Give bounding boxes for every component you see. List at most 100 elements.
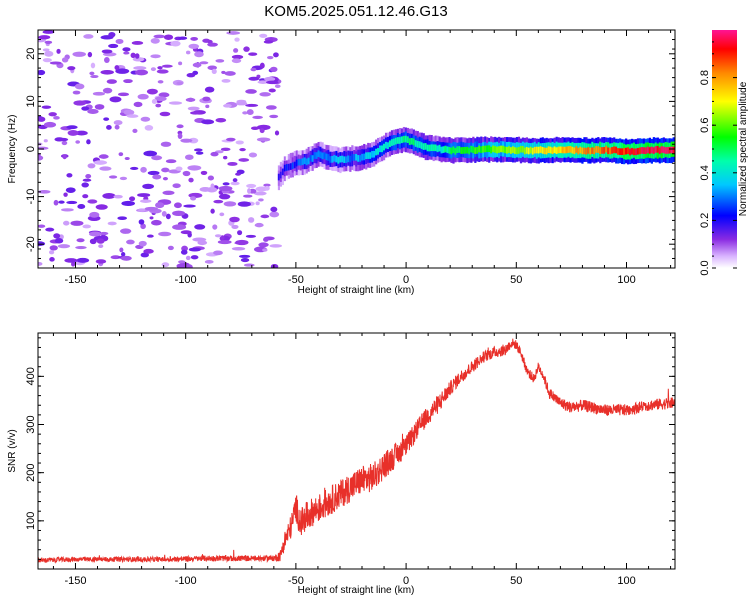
spectrogram-ridge-cell	[648, 147, 652, 154]
spectrogram-noise-cell	[113, 120, 123, 126]
spectrogram-noise-cell	[115, 68, 130, 74]
spectrogram-ytick-label: 20	[25, 48, 37, 60]
spectrogram-ridge-cell	[547, 146, 550, 154]
spectrogram-ridge-cell	[476, 147, 479, 154]
spectrogram-noise-cell	[227, 161, 238, 166]
spectrogram-ridge-cell	[353, 154, 356, 161]
spectrogram-noise-cell	[123, 79, 133, 84]
spectrogram-ridge-cell	[412, 138, 415, 146]
spectrogram-ridge-cell	[285, 164, 288, 171]
spectrogram-noise-cell	[254, 222, 264, 228]
spectrogram-noise-cell	[99, 231, 109, 236]
spectrogram-ridge-cell	[482, 145, 485, 153]
spectrogram-ridge-cell	[626, 147, 630, 155]
spectrogram-noise-cell	[44, 50, 54, 57]
spectrogram-noise-cell	[49, 257, 55, 262]
spectrogram-noise-cell	[109, 96, 122, 103]
spectrogram-noise-cell	[237, 230, 243, 236]
spectrogram-noise-cell	[156, 69, 169, 74]
spectrogram-noise-cell	[245, 234, 256, 238]
spectrogram-ridge-cell	[422, 143, 425, 150]
spectrogram-noise-cell	[256, 124, 271, 131]
spectrogram-noise-cell	[270, 264, 279, 268]
spectrogram-noise-cell	[61, 57, 69, 63]
spectrogram-ridge-cell	[607, 147, 610, 155]
spectrogram-ridge-cell	[432, 144, 435, 152]
spectrogram-ridge-cell	[381, 145, 384, 153]
spectrogram-noise-cell	[224, 71, 236, 76]
spectrogram-noise-cell	[103, 117, 110, 121]
spectrogram-ridge-cell	[619, 148, 622, 155]
spectrogram-noise-cell	[144, 206, 158, 211]
colorbar-tick-label: 0.8	[699, 70, 711, 85]
spectrogram-ylabel: Frequency (Hz)	[7, 115, 18, 184]
spectrogram-noise-cell	[122, 47, 131, 52]
spectrogram-xtick-label: 50	[510, 274, 522, 286]
spectrogram-ridge-cell	[672, 146, 675, 154]
spectrogram-noise-cell	[77, 203, 86, 210]
snr-xtick-label: 0	[403, 575, 409, 587]
spectrogram-noise-cell	[199, 61, 209, 65]
spectrogram-noise-cell	[131, 41, 144, 45]
spectrogram-noise-cell	[89, 211, 100, 218]
spectrogram-noise-cell	[214, 234, 222, 238]
spectrogram-noise-cell	[130, 52, 136, 58]
spectrogram-ridge-cell	[638, 147, 642, 155]
spectrogram-noise-cell	[258, 198, 264, 202]
spectrogram-ridge-cell	[664, 147, 667, 154]
spectrogram-noise-cell	[270, 206, 278, 213]
spectrogram-noise-cell	[121, 200, 136, 207]
spectrogram-noise-cell	[259, 62, 265, 69]
spectrogram-noise-cell	[158, 92, 170, 98]
spectrogram-ridge-cell	[654, 146, 657, 153]
spectrogram-ridge-cell	[605, 145, 608, 153]
spectrogram-ridge-cell	[490, 146, 493, 154]
spectrogram-noise-cell	[248, 217, 255, 223]
spectrogram-ridge-cell	[509, 147, 513, 154]
spectrogram-noise-cell	[185, 50, 191, 55]
spectrogram-noise-cell	[56, 48, 61, 54]
spectrogram-noise-cell	[210, 208, 215, 214]
spectrogram-ridge-cell	[289, 163, 292, 170]
spectrogram-ridge-cell	[577, 147, 580, 155]
spectrogram-ridge-cell	[571, 146, 574, 154]
spectrogram-ridge-cell	[398, 137, 402, 144]
spectrogram-noise-cell	[234, 37, 240, 42]
colorbar-gradient	[712, 30, 737, 268]
spectrogram-ridge-cell	[480, 146, 483, 154]
spectrogram-ridge-cell	[587, 147, 590, 154]
spectrogram-noise-cell	[243, 194, 253, 198]
spectrogram-noise-cell	[235, 172, 241, 176]
spectrogram-ridge-cell	[658, 147, 661, 155]
spectrogram-noise-cell	[53, 233, 61, 239]
spectrogram-noise-cell	[106, 125, 112, 130]
spectrogram-noise-cell	[74, 83, 85, 90]
spectrogram-noise-cell	[119, 247, 124, 253]
spectrogram-noise-cell	[113, 194, 123, 199]
spectrogram-ridge-cell	[377, 148, 380, 155]
spectrogram-ridge-cell	[323, 152, 326, 159]
spectrogram-noise-cell	[62, 154, 67, 160]
spectrogram-noise-cell	[123, 109, 135, 116]
spectrogram-noise-cell	[119, 176, 128, 181]
spectrogram-noise-cell	[229, 216, 240, 223]
spectrogram-noise-cell	[210, 151, 219, 157]
spectrogram-noise-cell	[94, 104, 105, 110]
spectrogram-noise-cell	[49, 250, 55, 255]
spectrogram-noise-cell	[85, 173, 92, 179]
spectrogram-noise-cell	[223, 155, 228, 160]
spectrogram-noise-cell	[82, 224, 92, 229]
spectrogram-noise-cell	[150, 38, 160, 44]
spectrogram-ridge-cell	[406, 136, 409, 144]
spectrogram-noise-cell	[137, 93, 149, 100]
spectrogram-noise-cell	[207, 175, 215, 181]
spectrogram-noise-cell	[53, 199, 59, 206]
spectrogram-ridge-cell	[599, 147, 602, 154]
spectrogram-noise-cell	[187, 106, 200, 111]
spectrogram-ridge-cell	[565, 146, 568, 154]
colorbar-label: Normalized spectral amplitude	[738, 81, 749, 216]
spectrogram-noise-cell	[157, 66, 163, 70]
spectrogram-ridge-cell	[396, 137, 400, 144]
colorbar-tick-label: 0.0	[699, 260, 711, 275]
spectrogram-noise-cell	[243, 263, 255, 267]
